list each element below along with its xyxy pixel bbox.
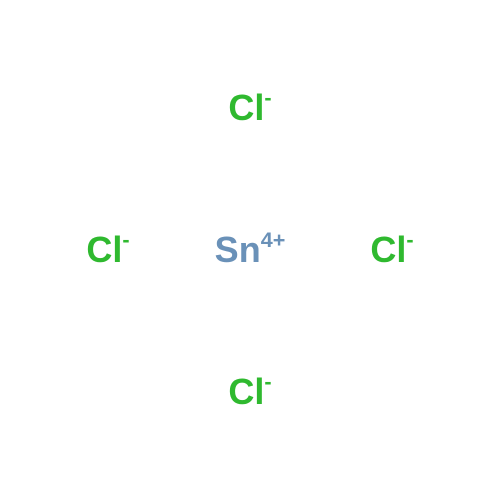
atom-charge: - [406, 227, 413, 252]
atom-charge: - [264, 85, 271, 110]
atom-symbol: Cl [86, 229, 122, 270]
atom-charge: 4+ [261, 227, 286, 252]
atom-charge: - [122, 227, 129, 252]
atom-left-chlorine: Cl- [86, 229, 129, 271]
atom-charge: - [264, 369, 271, 394]
atom-center-tin: Sn4+ [215, 229, 286, 271]
atom-top-chlorine: Cl- [228, 87, 271, 129]
atom-symbol: Cl [370, 229, 406, 270]
atom-symbol: Cl [228, 371, 264, 412]
atom-symbol: Cl [228, 87, 264, 128]
atom-bottom-chlorine: Cl- [228, 371, 271, 413]
atom-symbol: Sn [215, 229, 261, 270]
atom-right-chlorine: Cl- [370, 229, 413, 271]
